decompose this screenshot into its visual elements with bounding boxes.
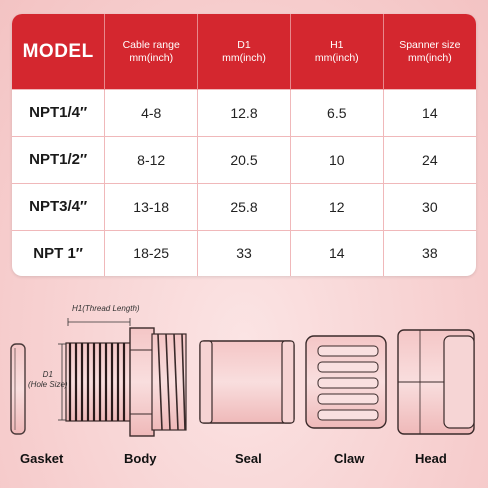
spec-table: MODEL Cable range mm(inch) D1 mm(inch) H… (12, 14, 476, 276)
cell-h1: 10 (290, 135, 384, 184)
header-unit: mm(inch) (407, 51, 452, 64)
label-head: Head (415, 451, 447, 466)
gasket-part (10, 343, 26, 435)
cell-model: NPT 1″ (12, 229, 106, 276)
cell-d1: 33 (197, 229, 291, 276)
d1-label: D1 (42, 370, 53, 379)
header-h1: H1 mm(inch) (290, 14, 384, 90)
table-row: NPT3/4″ 13-18 25.8 12 30 (12, 182, 476, 231)
cell-h1: 6.5 (290, 89, 384, 137)
label-seal: Seal (235, 451, 262, 466)
body-part (58, 318, 187, 437)
label-gasket: Gasket (20, 451, 64, 466)
cell-d1: 12.8 (197, 89, 291, 137)
header-cable-range: Cable range mm(inch) (104, 14, 199, 90)
cell-d1: 25.8 (197, 182, 291, 231)
header-unit: mm(inch) (314, 51, 359, 64)
seal-part (199, 340, 295, 424)
claw-part (305, 335, 387, 429)
header-d1: D1 mm(inch) (197, 14, 291, 90)
cell-h1: 12 (290, 182, 384, 231)
header-label: Cable range (122, 38, 180, 51)
cable-gland-exploded-diagram (10, 318, 475, 437)
header-model-label: MODEL (22, 41, 94, 62)
table-row: NPT1/4″ 4-8 12.8 6.5 14 (12, 89, 476, 137)
header-unit: mm(inch) (222, 51, 266, 64)
header-model: MODEL (12, 14, 106, 90)
cell-spanner-size: 30 (383, 182, 476, 231)
cell-model: NPT1/2″ (12, 135, 106, 184)
cell-cable-range: 4-8 (104, 89, 199, 137)
cell-d1: 20.5 (197, 135, 291, 184)
cell-cable-range: 8-12 (104, 135, 199, 184)
cell-spanner-size: 14 (383, 89, 476, 137)
label-claw: Claw (334, 451, 365, 466)
cell-spanner-size: 24 (383, 135, 476, 184)
header-label: D1 (237, 38, 251, 51)
cell-model: NPT1/4″ (12, 89, 106, 137)
header-spanner-size: Spanner size mm(inch) (383, 14, 476, 90)
cell-model: NPT3/4″ (12, 182, 106, 231)
cell-spanner-size: 38 (383, 229, 476, 276)
header-unit: mm(inch) (129, 51, 174, 64)
spec-table-card: MODEL Cable range mm(inch) D1 mm(inch) H… (12, 14, 476, 276)
header-label: Spanner size (399, 38, 461, 51)
cell-h1: 14 (290, 229, 384, 276)
cell-cable-range: 13-18 (104, 182, 199, 231)
table-row: NPT 1″ 18-25 33 14 38 (12, 229, 476, 276)
cell-cable-range: 18-25 (104, 229, 199, 276)
header-label: H1 (330, 38, 344, 51)
d1-hole-size-label: (Hole Size) (28, 380, 68, 389)
h1-annotation: H1(Thread Length) (72, 304, 140, 313)
head-part (397, 329, 475, 435)
label-body: Body (124, 451, 157, 466)
d1-annotation: D1 (Hole Size) (28, 370, 68, 390)
table-header-row: MODEL Cable range mm(inch) D1 mm(inch) H… (12, 14, 476, 90)
table-row: NPT1/2″ 8-12 20.5 10 24 (12, 135, 476, 184)
